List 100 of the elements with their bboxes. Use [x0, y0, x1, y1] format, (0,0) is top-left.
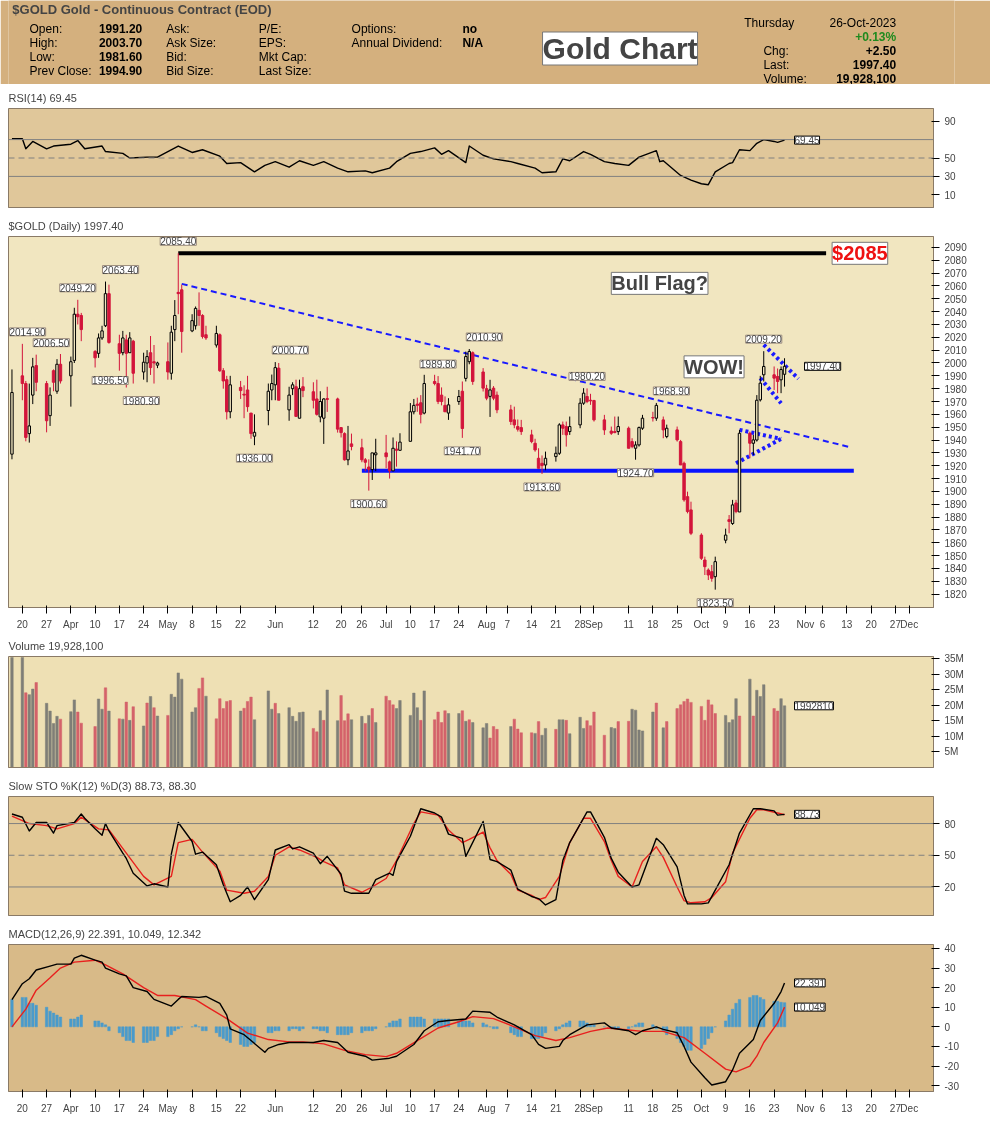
- annotation: 1968.90: [653, 385, 690, 397]
- y-tick-label: 90: [944, 116, 957, 128]
- x-tick-label: 24: [138, 1102, 150, 1114]
- x-tick-label: 9: [722, 1102, 729, 1114]
- y-tick-label: 1920: [944, 460, 968, 472]
- text: Ask Size:: [166, 35, 217, 50]
- text: Annual Dividend:: [351, 35, 443, 50]
- y-tick-label: 2050: [944, 293, 968, 305]
- x-tick-label: Jun: [267, 618, 284, 630]
- text: Last Size:: [258, 63, 312, 78]
- y-tick-label: 80: [944, 818, 957, 830]
- x-tick-label: 22: [235, 1102, 247, 1114]
- x-tick-label: 27: [41, 1102, 53, 1114]
- y-tick-label: 20: [944, 982, 957, 994]
- x-tick-label: Aug: [477, 1102, 496, 1114]
- x-tick-label: Jul: [379, 1102, 393, 1114]
- text: N/A: [462, 35, 484, 50]
- chart-title: $GOLD (Daily) 1997.40: [8, 219, 124, 232]
- x-tick-label: 14: [526, 1102, 538, 1114]
- annotation: 2014.90: [9, 326, 47, 338]
- y-tick-label: 35M: [944, 653, 964, 665]
- x-tick-label: 18: [647, 1102, 659, 1114]
- x-tick-label: 22: [235, 618, 247, 630]
- x-tick-label: 16: [744, 618, 756, 630]
- text: +0.13%: [855, 29, 897, 44]
- x-tick-label: 21: [550, 618, 562, 630]
- x-tick-label: 27: [889, 1102, 902, 1114]
- x-tick-label: 12: [307, 1102, 320, 1114]
- x-tick-label: 17: [113, 1102, 126, 1114]
- annotation: 1941.70: [444, 445, 481, 457]
- y-tick-label: 30: [944, 171, 957, 183]
- annotation: 10.049: [794, 1002, 826, 1014]
- text: Open:: [29, 21, 63, 36]
- x-tick-label: 20: [865, 618, 878, 630]
- text: 1994.90: [98, 64, 143, 78]
- y-tick-label: -10: [944, 1041, 960, 1053]
- text: +2.50: [865, 44, 897, 58]
- annotation: 2049.20: [59, 282, 97, 294]
- y-tick-label: 25M: [944, 684, 964, 696]
- x-tick-label: 17: [429, 618, 441, 630]
- x-tick-label: 26: [356, 1102, 368, 1114]
- x-tick-label: Nov: [796, 618, 815, 630]
- x-tick-label: 14: [526, 618, 538, 630]
- x-tick-label: 28: [574, 1102, 587, 1114]
- annotation: 2000.70: [272, 345, 309, 357]
- text: Volume:: [763, 71, 807, 86]
- x-tick-label: 8: [189, 618, 196, 630]
- y-tick-label: 2060: [944, 280, 968, 292]
- x-tick-label: Dec: [900, 1102, 919, 1114]
- annotation: 2085.40: [160, 236, 197, 248]
- text: Gold Chart: [542, 32, 698, 65]
- text: 1991.20: [98, 22, 143, 36]
- y-tick-label: 10: [944, 1002, 957, 1014]
- x-tick-label: 13: [841, 618, 853, 630]
- y-tick-label: 2090: [944, 242, 968, 254]
- x-tick-label: 6: [819, 618, 826, 630]
- text: $GOLD Gold - Continuous Contract (EOD): [12, 2, 272, 17]
- y-tick-label: 15M: [944, 715, 964, 727]
- y-tick-label: 1840: [944, 563, 968, 575]
- annotation: 1997.40: [804, 361, 842, 373]
- x-tick-label: 27: [41, 618, 53, 630]
- text: Mkt Cap:: [258, 49, 307, 64]
- y-tick-label: 2070: [944, 268, 968, 280]
- y-tick-label: 2000: [944, 357, 968, 369]
- x-tick-label: 13: [841, 1102, 853, 1114]
- x-tick-label: 15: [210, 1102, 223, 1114]
- text: Prev Close:: [29, 63, 92, 78]
- text: Thursday: [744, 15, 795, 30]
- text: Low:: [29, 49, 55, 64]
- text: 26-Oct-2023: [829, 15, 897, 30]
- text: P/E:: [258, 21, 282, 36]
- y-tick-label: 1930: [944, 447, 968, 459]
- text: Ask:: [166, 21, 190, 36]
- x-tick-label: Sep: [585, 618, 604, 630]
- x-tick-label: Nov: [796, 1102, 815, 1114]
- chart-title: RSI(14) 69.45: [8, 91, 77, 104]
- annotation: 1936.00: [236, 453, 273, 465]
- x-tick-label: 9: [722, 618, 729, 630]
- x-tick-label: May: [158, 1102, 178, 1114]
- y-tick-label: 40: [944, 943, 957, 955]
- x-tick-label: 24: [453, 618, 465, 630]
- chart-title: MACD(12,26,9) 22.391, 10.049, 12.342: [8, 927, 202, 940]
- y-tick-label: 10: [944, 189, 957, 201]
- y-tick-label: 1820: [944, 589, 968, 601]
- y-tick-label: 1970: [944, 396, 968, 408]
- annotation: 69.45: [794, 135, 820, 147]
- y-tick-label: 1940: [944, 435, 968, 447]
- x-tick-label: 20: [865, 1102, 878, 1114]
- x-tick-label: May: [158, 618, 178, 630]
- x-tick-label: 10: [89, 618, 102, 630]
- annotation: WOW!: [684, 355, 745, 378]
- y-tick-label: -20: [944, 1061, 960, 1073]
- x-tick-label: 7: [504, 1102, 511, 1114]
- x-tick-label: Dec: [900, 618, 919, 630]
- annotation: 1996.50: [92, 375, 129, 387]
- x-tick-label: 25: [671, 618, 684, 630]
- x-tick-label: Jul: [379, 618, 393, 630]
- text: High:: [29, 35, 58, 50]
- y-tick-label: 2020: [944, 332, 968, 344]
- x-tick-label: 20: [16, 1102, 29, 1114]
